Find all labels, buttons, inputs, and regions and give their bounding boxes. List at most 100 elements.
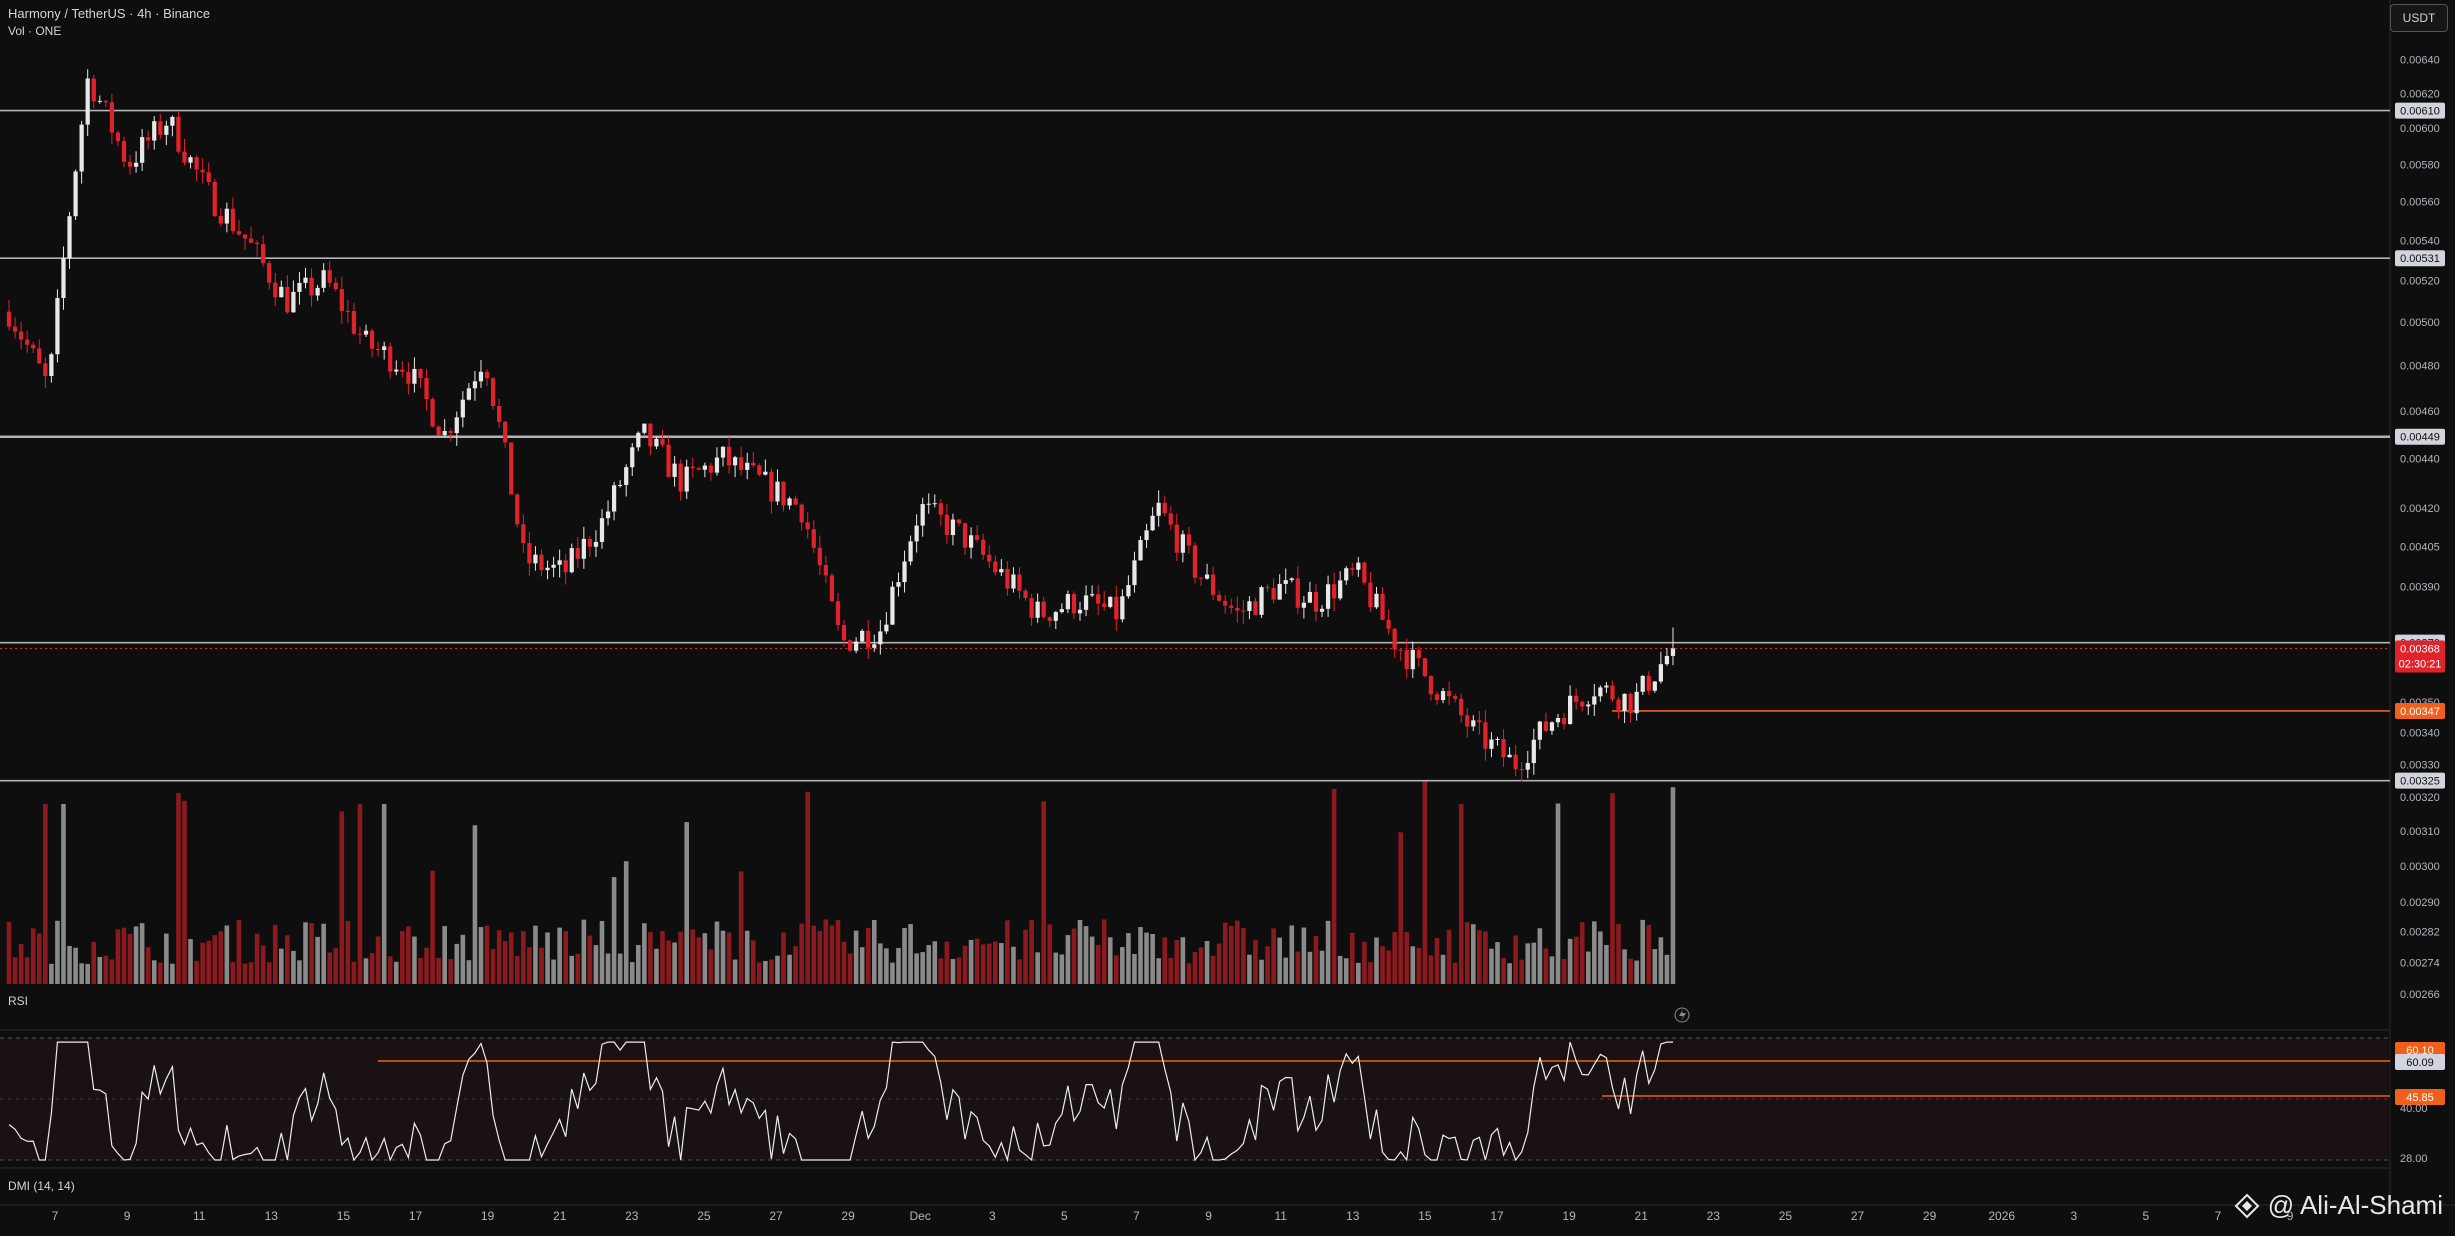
candle-body [1652,681,1657,691]
time-axis-label: 9 [124,1209,131,1223]
volume-bar [139,923,145,984]
candle-body [466,388,471,400]
volume-bar [793,946,798,984]
currency-button[interactable]: USDT [2390,4,2448,32]
time-axis-label: 15 [1418,1209,1432,1223]
candle-body [1598,687,1603,697]
price-axis-tick: 0.00620 [2400,88,2440,100]
price-axis-tick: 0.00460 [2400,406,2440,418]
volume-bar [1428,955,1434,984]
candle-body [152,121,157,141]
last-price-tag-value: 0.00368 [2400,643,2440,655]
volume-bar [914,953,919,984]
volume-bar [363,958,369,984]
rsi-axis-tick: 28.00 [2400,1153,2428,1165]
volume-bar [1313,935,1319,984]
candle-body [448,430,453,434]
candle-body [418,368,423,379]
price-axis-tick: 0.00390 [2400,582,2440,594]
candle-body [1338,580,1343,599]
candle-body [1410,649,1415,670]
candle-body [569,548,574,573]
candle-body [400,369,405,372]
volume-bar [67,945,72,984]
volume-bar [533,925,538,984]
candle-body [672,463,677,477]
candle-body [218,215,223,224]
volume-bar [527,947,532,984]
volume-bar [1477,930,1482,984]
time-axis-label: 21 [553,1209,567,1223]
volume-bar [1041,801,1046,984]
volume-bar [1271,928,1276,984]
candle-body [914,525,919,542]
volume-bar [1392,932,1397,984]
volume-bar [1525,943,1531,984]
price-axis-tick: 0.00540 [2400,235,2440,247]
volume-bar [1235,920,1240,984]
candle-body [43,363,48,377]
volume-bar [170,963,175,984]
volume-bar [242,963,248,984]
candle-body [315,287,320,296]
volume-bar [962,945,968,984]
candle-body [1229,605,1234,608]
volume-bar [496,930,502,984]
volume-bar [1210,955,1216,984]
candle-body [285,286,290,313]
price-tag-label: 0.00347 [2400,706,2440,718]
candle-body [684,466,689,492]
candle-body [1531,739,1536,764]
candle-body [630,447,635,468]
volume-bar [18,943,24,984]
volume-bar [696,937,702,984]
candle-body [1543,721,1549,731]
volume-bar [1434,938,1440,984]
candle-body [1646,675,1651,691]
candle-body [908,541,913,562]
volume-bar [871,920,877,984]
time-axis-label: 11 [193,1209,206,1223]
volume-bar [999,943,1004,984]
volume-bar [926,945,932,984]
candle-body [975,535,980,540]
volume-bar [623,861,629,984]
candle-body [605,511,611,519]
volume-bar [1162,937,1168,984]
candle-body [1495,738,1500,740]
volume-bar [593,945,599,984]
volume-bar [1120,947,1125,984]
candle-body [1198,577,1204,579]
volume-bar [248,962,254,984]
volume-bar [974,938,980,984]
volume-bar [702,933,708,984]
candle-body [1295,578,1300,608]
candle-body [1622,693,1627,711]
volume-bar [1144,932,1149,984]
time-axis-label: 3 [2070,1209,2077,1223]
candle-body [436,426,441,436]
volume-bar [1561,958,1567,984]
candle-body [1634,691,1639,714]
volume-bar [418,958,423,984]
volume-bar [1458,804,1464,984]
volume-bar [1513,935,1518,984]
volume-bar [1646,924,1652,984]
volume-bar [230,962,236,984]
volume-bar [424,947,429,984]
volume-bar [1495,942,1500,984]
volume-bar [835,920,841,984]
volume-bar [1585,951,1591,984]
candle-body [85,78,90,125]
candle-body [115,132,121,142]
candle-body [261,244,266,264]
time-axis-label: 19 [481,1209,495,1223]
volume-bar [1114,955,1119,984]
volume-bar [369,953,375,984]
candle-body [388,346,393,372]
candle-body [303,277,308,283]
volume-bar [1277,937,1282,984]
candle-body [97,100,102,102]
